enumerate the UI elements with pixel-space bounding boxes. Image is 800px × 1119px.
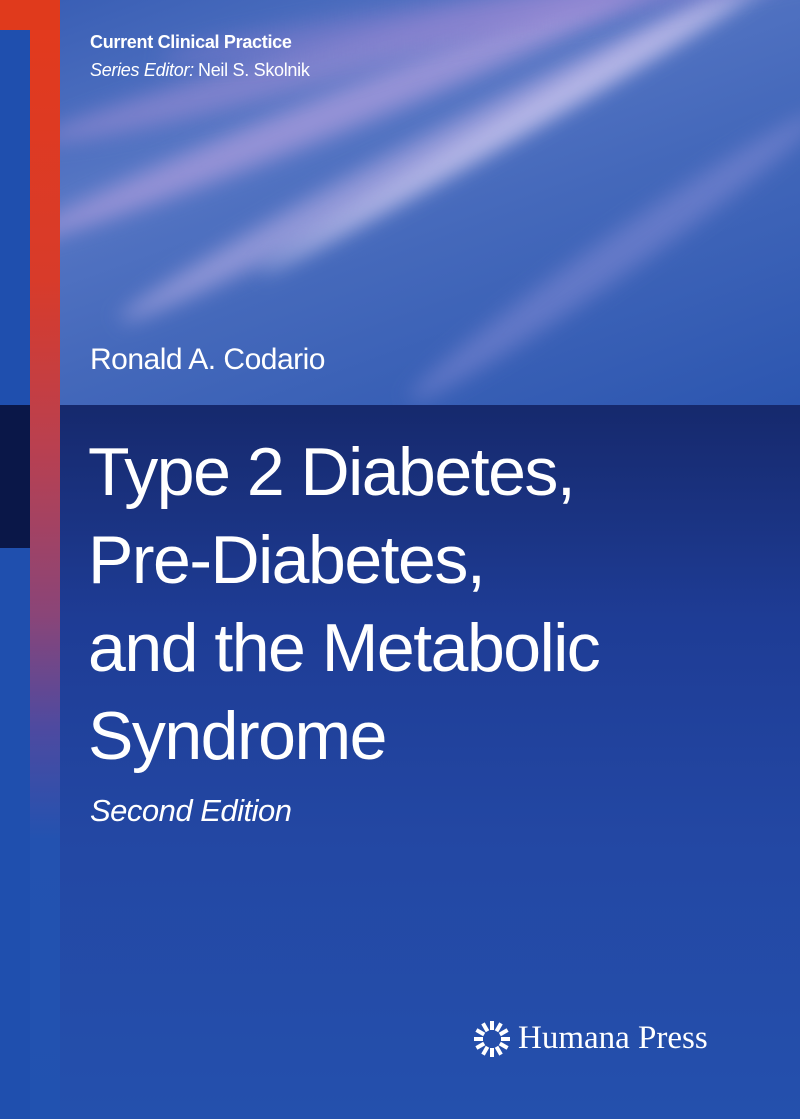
title-line: Syndrome xyxy=(88,698,387,774)
series-editor-label: Series Editor: xyxy=(90,60,194,80)
spine-navy-block xyxy=(0,405,30,548)
publisher-name: Humana Press xyxy=(518,1020,708,1056)
sunburst-icon xyxy=(474,1021,510,1057)
series-editor-name: Neil S. Skolnik xyxy=(198,60,310,80)
cover-lower-panel xyxy=(60,405,800,1119)
spine-blue-band xyxy=(0,0,30,1119)
series-title: Current Clinical Practice xyxy=(90,32,292,52)
spine-red-corner xyxy=(0,0,60,30)
edition: Second Edition xyxy=(90,793,292,828)
title-line: Pre-Diabetes, xyxy=(88,522,486,598)
spine-red-band xyxy=(30,0,60,1119)
title-line: Type 2 Diabetes, xyxy=(88,434,576,510)
author: Ronald A. Codario xyxy=(90,343,326,376)
cover-photo-streaks xyxy=(60,0,800,405)
title-line: and the Metabolic xyxy=(88,610,601,686)
